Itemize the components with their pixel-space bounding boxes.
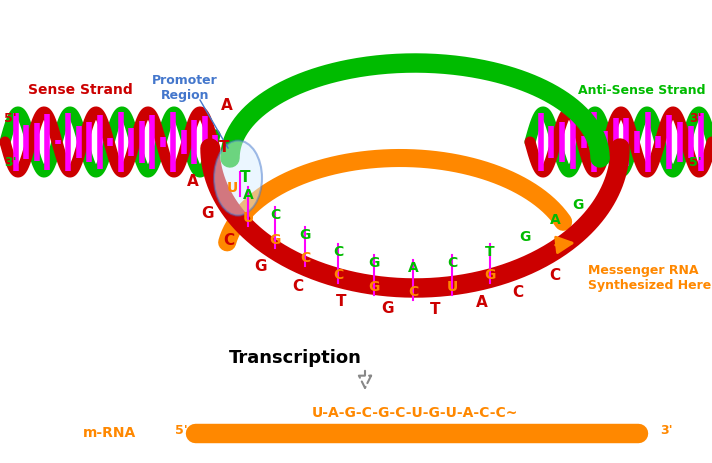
Text: T: T: [336, 294, 346, 309]
Text: G: G: [368, 256, 379, 270]
Text: Sense Strand: Sense Strand: [28, 83, 132, 97]
Text: C: C: [513, 285, 523, 300]
Text: A: A: [243, 188, 253, 202]
Text: C: C: [300, 251, 310, 265]
Text: A: A: [476, 295, 487, 310]
Text: G: G: [368, 280, 379, 294]
Text: U: U: [226, 181, 238, 195]
Text: G: G: [299, 228, 310, 242]
Text: G: G: [269, 233, 281, 247]
Text: C: C: [333, 245, 343, 259]
Text: A: A: [187, 174, 199, 189]
Text: G: G: [519, 230, 530, 244]
Text: U: U: [242, 211, 253, 225]
Text: G: G: [254, 259, 266, 274]
Text: Messenger RNA
Synthesized Here: Messenger RNA Synthesized Here: [588, 264, 711, 292]
Text: 3': 3': [4, 156, 16, 169]
Text: A: A: [408, 261, 419, 275]
Text: 5': 5': [689, 156, 702, 169]
Text: C: C: [224, 233, 235, 249]
Text: A: A: [221, 98, 233, 113]
Text: Promoter
Region: Promoter Region: [152, 74, 218, 102]
Text: G: G: [484, 268, 496, 282]
Text: G: G: [381, 301, 394, 316]
Text: C: C: [549, 268, 560, 283]
Text: G: G: [201, 206, 214, 221]
Text: 5': 5': [4, 112, 17, 125]
Text: m-RNA: m-RNA: [83, 426, 137, 440]
Text: Transcription: Transcription: [229, 349, 362, 367]
Text: T: T: [240, 170, 250, 186]
Text: U: U: [446, 280, 458, 294]
Text: C: C: [447, 256, 457, 270]
Text: T: T: [485, 245, 495, 259]
Text: 3': 3': [660, 425, 673, 438]
Text: A: A: [550, 213, 560, 227]
Text: 3': 3': [689, 112, 702, 125]
Text: G: G: [572, 198, 584, 212]
Text: T: T: [219, 140, 229, 156]
Text: T: T: [429, 302, 440, 317]
Text: C: C: [333, 268, 343, 282]
Text: C: C: [408, 285, 418, 299]
Ellipse shape: [214, 140, 262, 215]
Text: C: C: [270, 208, 280, 222]
Text: U-A-G-C-G-C-U-G-U-A-C-C~: U-A-G-C-G-C-U-G-U-A-C-C~: [312, 406, 518, 420]
Text: Anti-Sense Strand: Anti-Sense Strand: [578, 83, 706, 96]
Text: C: C: [293, 279, 303, 294]
Text: 5': 5': [175, 425, 188, 438]
